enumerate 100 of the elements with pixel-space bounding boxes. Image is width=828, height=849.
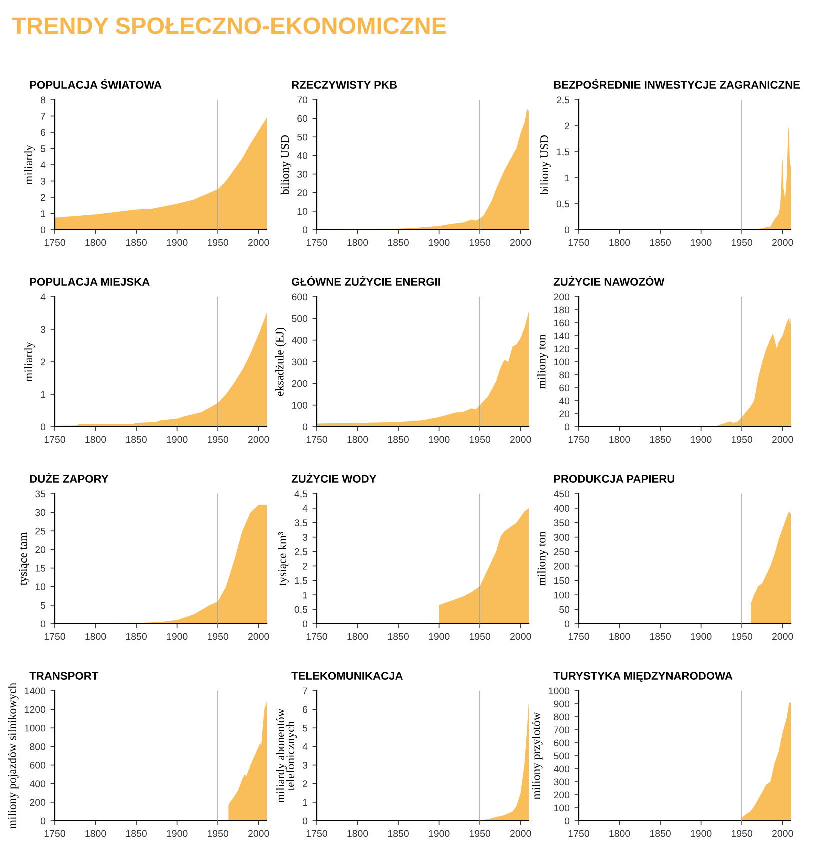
y-axis-title: miliardy abonentów telefonicznych [276,708,298,804]
x-tick-label: 1800 [610,633,630,640]
x-tick-label: 1800 [348,830,368,838]
y-tick-label: 0,5 [556,200,570,209]
chart-title: ZUŻYCIE WODY [292,473,377,483]
y-tick-label: 5 [40,146,46,152]
x-tick-label: 2000 [248,436,270,444]
y-tick-label: 140 [554,332,570,340]
y-tick-label: 1 [303,592,308,599]
x-tick-label: 1750 [568,436,590,444]
x-tick-label: 1900 [691,633,712,640]
y-axis-title: biliony USD [540,135,551,196]
y-tick-label: 80 [560,372,570,379]
x-tick-label: 1750 [44,436,66,444]
y-tick-label: 20 [36,546,46,554]
x-tick-label: 1850 [126,239,147,246]
x-tick-label: 1800 [348,633,368,640]
y-tick-label: 6 [41,129,46,136]
y-tick-label: 25 [36,528,46,535]
y-tick-label: 700 [554,726,570,734]
y-axis-title: eksadżule (EJ) [275,328,286,396]
y-axis-title: miliony ton [537,334,548,390]
y-tick-label: 1 [41,391,46,398]
x-tick-label: 1900 [691,830,712,838]
x-tick-label: 1850 [650,633,671,640]
y-tick-label: 500 [292,315,308,322]
x-tick-label: 1800 [86,239,106,246]
x-tick-label: 1850 [388,830,409,838]
y-axis-title: miliardy [24,145,36,185]
x-tick-label: 1850 [388,239,409,246]
x-tick-label: 1850 [650,239,671,246]
y-tick-label: 200 [30,799,46,806]
x-tick-label: 1750 [568,633,590,640]
y-tick-label: 150 [554,577,570,584]
y-tick-label: 3,5 [294,520,308,528]
y-tick-label: 0 [302,818,308,825]
y-tick-label: 3 [40,326,46,334]
y-tick-label: 2,5 [556,96,570,105]
y-tick-label: 4 [40,162,46,169]
y-tick-label: 5 [302,724,308,732]
y-tick-label: 50 [560,606,570,614]
y-axis-title: miliony przylotów [532,712,543,800]
y-tick-label: 600 [30,762,46,769]
y-tick-label: 60 [560,384,570,392]
x-tick-label: 2000 [510,239,532,246]
x-tick-label: 2000 [772,633,794,640]
x-tick-label: 1750 [568,830,590,838]
x-tick-label: 1850 [388,436,409,444]
y-tick-label: 4 [302,505,308,512]
x-tick-label: 1950 [470,436,491,444]
y-tick-label: 600 [292,294,308,301]
y-tick-label: 120 [554,346,570,353]
x-tick-label: 1800 [610,239,630,246]
y-tick-label: 0 [564,424,570,431]
y-tick-label: 1 [41,210,46,218]
y-tick-label: 100 [292,402,308,409]
x-tick-label: 1800 [86,633,106,640]
y-tick-label: 0 [302,620,308,628]
y-tick-label: 8 [40,96,46,104]
y-tick-label: 450 [554,490,570,498]
y-tick-label: 350 [554,520,570,527]
y-tick-label: 300 [554,778,570,786]
y-tick-label: 3 [302,534,308,541]
chart-title: PRODUKCJA PAPIERU [554,475,674,483]
y-tick-label: 1200 [25,706,46,714]
y-tick-label: 800 [554,714,570,721]
y-tick-label: 20 [560,410,570,418]
x-tick-label: 1950 [732,239,753,246]
y-tick-label: 2 [303,562,308,570]
x-tick-label: 1900 [167,239,188,246]
x-tick-label: 1850 [388,633,409,640]
y-tick-label: 35 [36,490,46,498]
x-tick-label: 1900 [691,436,712,444]
chart-title: TRANSPORT [30,672,99,680]
text: TRENDY SPOŁECZNO-EKONOMICZNE [12,18,446,34]
y-tick-label: 40 [559,398,570,405]
y-tick-label: 2 [41,358,46,366]
y-tick-label: 0 [40,818,46,825]
y-tick-label: 1000 [25,724,46,732]
x-tick-label: 1850 [650,830,671,838]
x-tick-label: 2000 [248,633,270,640]
x-tick-label: 1950 [208,239,229,246]
y-tick-label: 0 [564,226,570,234]
y-tick-label: 4 [302,744,308,750]
y-tick-label: 30 [298,171,308,178]
x-tick-label: 1900 [167,633,188,640]
x-tick-label: 2000 [510,436,532,444]
y-tick-label: 0 [40,226,46,234]
x-tick-label: 1950 [732,436,753,444]
x-tick-label: 1750 [306,633,328,640]
x-tick-label: 1950 [208,436,229,444]
chart-title: GŁÓWNE ZUŻYCIE ENERGII [292,276,440,286]
x-tick-label: 1750 [306,436,328,444]
y-tick-label: 400 [30,780,46,788]
y-tick-label: 2 [565,122,570,130]
y-axis-title: biliony USD [280,135,292,196]
x-tick-label: 1750 [44,830,66,838]
chart-title: BEZPOŚREDNIE INWESTYCJE ZAGRANICZNE [554,79,800,89]
x-tick-label: 1950 [208,830,229,838]
y-tick-label: 0,5 [294,606,308,614]
